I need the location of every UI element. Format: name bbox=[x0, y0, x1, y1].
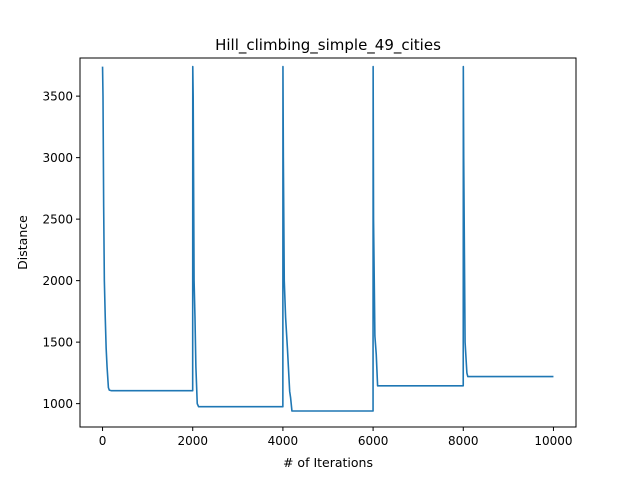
y-tick-label: 3000 bbox=[42, 151, 73, 165]
x-tick-label: 10000 bbox=[534, 434, 572, 448]
y-tick-label: 2500 bbox=[42, 213, 73, 227]
x-tick-label: 6000 bbox=[358, 434, 389, 448]
y-tick-label: 2000 bbox=[42, 274, 73, 288]
y-axis: 1000 1500 2000 2500 3000 3500 bbox=[42, 90, 80, 411]
x-tick-label: 4000 bbox=[268, 434, 299, 448]
series-line-1 bbox=[101, 65, 554, 412]
y-tick-label: 1000 bbox=[42, 397, 73, 411]
y-tick-label: 3500 bbox=[42, 90, 73, 104]
x-tick-label: 2000 bbox=[177, 434, 208, 448]
x-tick-label: 8000 bbox=[448, 434, 479, 448]
x-axis-label: # of Iterations bbox=[283, 455, 373, 470]
chart-title: Hill_climbing_simple_49_cities bbox=[215, 36, 441, 55]
x-axis: 0 2000 4000 6000 8000 10000 bbox=[99, 427, 573, 448]
x-tick-label: 0 bbox=[99, 434, 107, 448]
y-tick-label: 1500 bbox=[42, 336, 73, 350]
plot-area bbox=[101, 65, 554, 412]
axes-frame bbox=[79, 57, 577, 428]
y-axis-label: Distance bbox=[15, 215, 30, 270]
